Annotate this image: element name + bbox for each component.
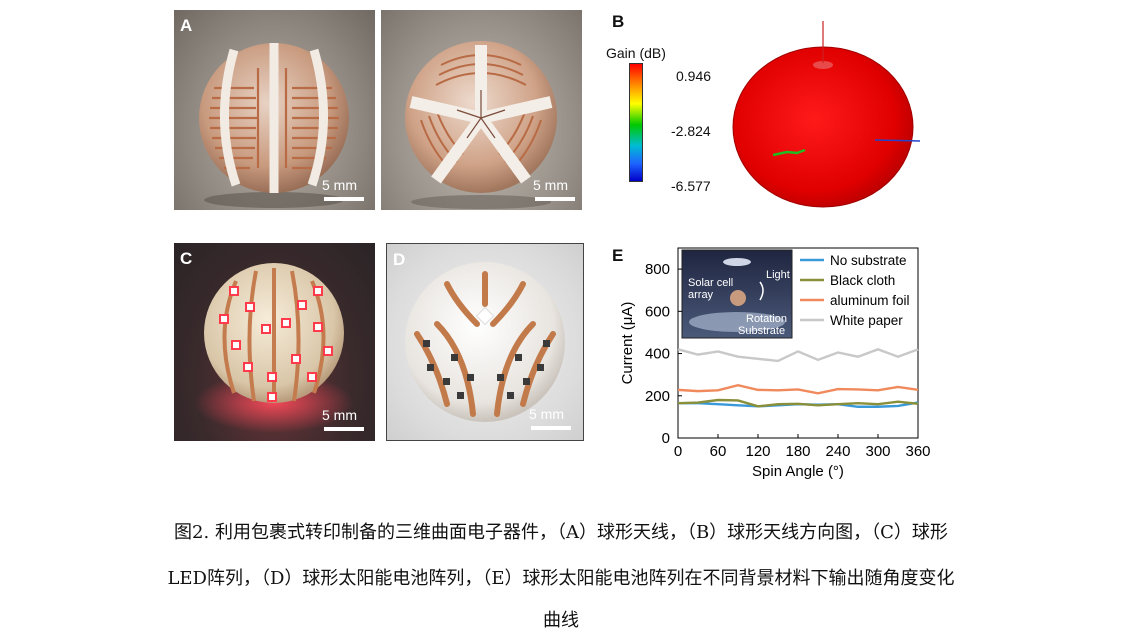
panel-c-photo: C 5 mm xyxy=(174,243,375,441)
y-axis xyxy=(874,139,921,142)
y-tick-label: 200 xyxy=(645,388,670,405)
spherical-led-array-image xyxy=(194,263,354,433)
y-axis-label: Current (μA) xyxy=(619,302,636,385)
inset-label-light: Light xyxy=(766,269,790,281)
series-line-aluminum-foil xyxy=(677,383,919,395)
x-tick-label: 360 xyxy=(905,443,930,460)
y-tick-label: 600 xyxy=(645,303,670,320)
scale-label: 5 mm xyxy=(529,406,564,422)
colorbar-tick-min: -6.577 xyxy=(671,178,711,194)
legend-label: White paper xyxy=(830,313,903,328)
x-tick-label: 0 xyxy=(674,443,682,460)
chart-axes: 0 60 120 180 240 300 360 0 200 400 600 800 Spin Angl… xyxy=(619,247,931,480)
inset-label-solar-cell: Solar cell array xyxy=(688,277,733,301)
scale-bar xyxy=(324,427,364,431)
current-vs-angle-chart: Light Solar cell array Rotation Substrate… xyxy=(619,247,931,480)
panel-a-photo-top: 5 mm xyxy=(381,10,582,210)
inset-label-rotation: Rotation xyxy=(746,313,787,325)
y-tick-label: 400 xyxy=(645,346,670,363)
legend-label: No substrate xyxy=(830,253,907,268)
gain-colorbar xyxy=(629,63,643,182)
x-tick-label: 240 xyxy=(825,443,850,460)
x-tick-label: 120 xyxy=(745,443,770,460)
scale-label: 5 mm xyxy=(322,177,357,193)
inset-label-substrate: Substrate xyxy=(738,325,785,337)
spherical-antenna-front-image xyxy=(199,43,349,208)
panel-d-photo: D 5 mm xyxy=(386,243,584,441)
scale-label: 5 mm xyxy=(533,177,568,193)
radiation-pattern-3d xyxy=(732,21,921,208)
scale-bar xyxy=(324,197,364,201)
spherical-solar-cell-array-image xyxy=(405,262,565,422)
panel-letter-b: B xyxy=(612,12,625,31)
y-tick-label: 800 xyxy=(645,261,670,278)
legend-label: aluminum foil xyxy=(830,293,910,308)
colorbar-tick-mid: -2.824 xyxy=(671,123,711,139)
colorbar-tick-max: 0.946 xyxy=(676,68,712,84)
y-tick-label: 0 xyxy=(662,430,670,447)
series-line-white-paper xyxy=(677,348,919,363)
spherical-antenna-top-image xyxy=(405,41,557,209)
figure-caption-line-2: LED阵列，（D）球形太阳能电池阵列，（E）球形太阳能电池阵列在不同背景材料下输… xyxy=(167,568,955,589)
x-axis-label: Spin Angle (°) xyxy=(752,463,844,480)
x-tick-label: 60 xyxy=(710,443,727,460)
scale-bar xyxy=(535,197,575,201)
panel-letter-e: E xyxy=(612,246,624,265)
x-axis xyxy=(772,148,806,157)
series-line-black-cloth xyxy=(677,398,919,408)
x-tick-label: 300 xyxy=(865,443,890,460)
scale-bar xyxy=(531,426,571,430)
legend-label: Black cloth xyxy=(830,273,895,288)
figure-caption-line-3: 曲线 xyxy=(543,610,579,631)
panel-letter-c: C xyxy=(180,249,193,268)
inset-photo: Light Solar cell array Rotation Substrate xyxy=(681,249,793,339)
x-tick-label: 180 xyxy=(785,443,810,460)
panel-a-photo-front: A 5 mm xyxy=(174,10,375,210)
chart-series xyxy=(677,348,919,408)
colorbar-title: Gain (dB) xyxy=(606,45,666,61)
panel-letter-a: A xyxy=(180,16,193,35)
panel-letter-d: D xyxy=(393,250,406,269)
figure-caption-line-1: 图2. 利用包裹式转印制备的三维曲面电子器件，（A）球形天线，（B）球形天线方向… xyxy=(174,522,948,543)
scale-label: 5 mm xyxy=(322,407,357,423)
chart-legend: No substrate Black cloth aluminum foil Whit… xyxy=(800,253,910,328)
